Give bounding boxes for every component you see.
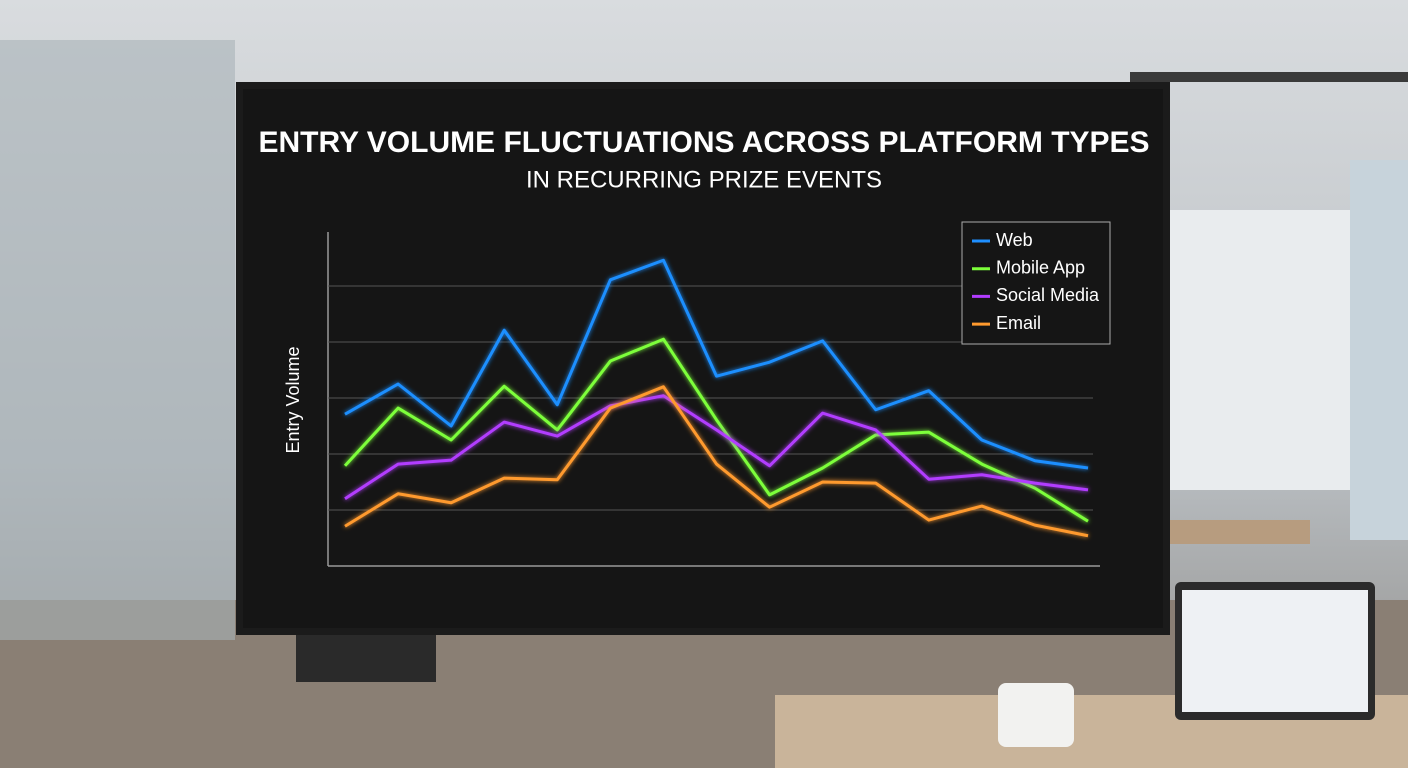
chart-subtitle: IN RECURRING PRIZE EVENTS — [526, 166, 882, 193]
plot — [328, 258, 1093, 538]
legend-label: Web — [996, 230, 1033, 250]
y-axis-label: Entry Volume — [283, 346, 303, 453]
chart-title: ENTRY VOLUME FLUCTUATIONS ACROSS PLATFOR… — [258, 126, 1149, 159]
monitor-screen — [243, 89, 1163, 628]
mug — [998, 683, 1074, 747]
series-line — [343, 337, 1089, 523]
series-line — [344, 394, 1089, 501]
stand — [296, 630, 436, 682]
legend: Web Mobile App Social Media Email — [961, 221, 1111, 345]
legend-label: Social Media — [996, 285, 1100, 305]
legend-label: Mobile App — [996, 257, 1085, 277]
series-line — [344, 258, 1089, 470]
series-line — [344, 385, 1089, 538]
laptop-screen — [1182, 590, 1368, 712]
back-wall — [1170, 210, 1350, 490]
ceiling-light — [1130, 72, 1408, 82]
back-table — [1170, 520, 1310, 544]
glass-wall — [0, 40, 235, 640]
legend-label: Email — [996, 313, 1041, 333]
window — [1350, 160, 1408, 540]
